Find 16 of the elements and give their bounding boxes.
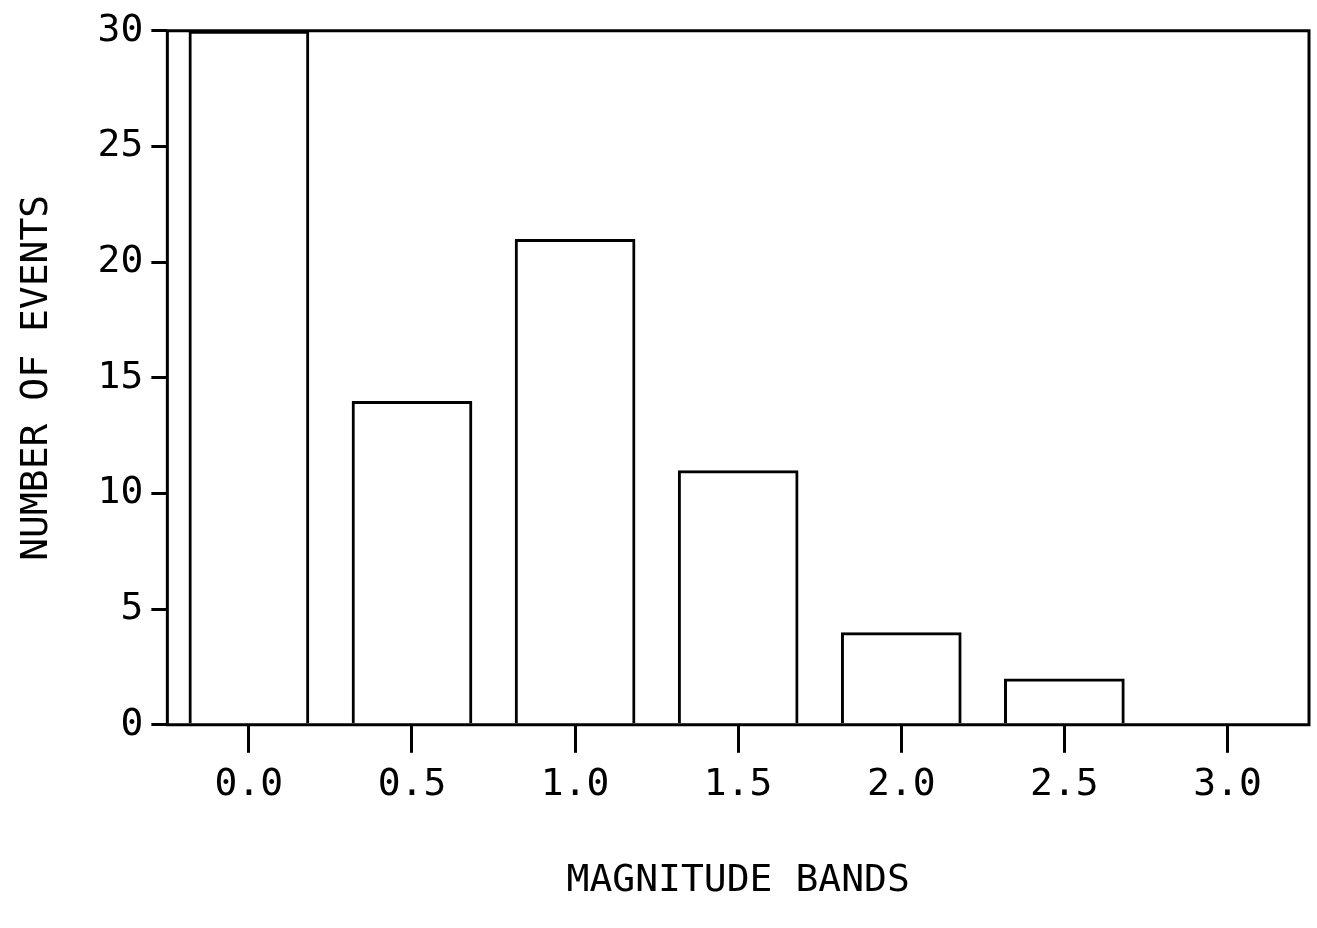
y-tick-label: 30 <box>97 5 144 50</box>
y-tick-label: 0 <box>120 699 144 744</box>
y-tick-label: 10 <box>97 468 144 513</box>
x-tick-label: 3.0 <box>1193 760 1262 805</box>
x-tick-label: 0.0 <box>214 760 284 805</box>
y-tick-label: 15 <box>97 352 144 397</box>
x-tick-label: 0.5 <box>377 760 447 805</box>
y-axis-title: NUMBER OF EVENTS <box>11 194 56 561</box>
y-tick-label: 20 <box>97 237 144 282</box>
x-tick-label: 2.0 <box>866 760 936 805</box>
y-tick-label: 5 <box>120 584 144 629</box>
x-tick-label: 2.5 <box>1030 760 1099 805</box>
x-tick-label: 1.0 <box>540 760 610 805</box>
y-tick-label: 25 <box>97 121 144 166</box>
x-axis-title: MAGNITUDE BANDS <box>566 856 910 901</box>
x-tick-label: 1.5 <box>703 760 773 805</box>
